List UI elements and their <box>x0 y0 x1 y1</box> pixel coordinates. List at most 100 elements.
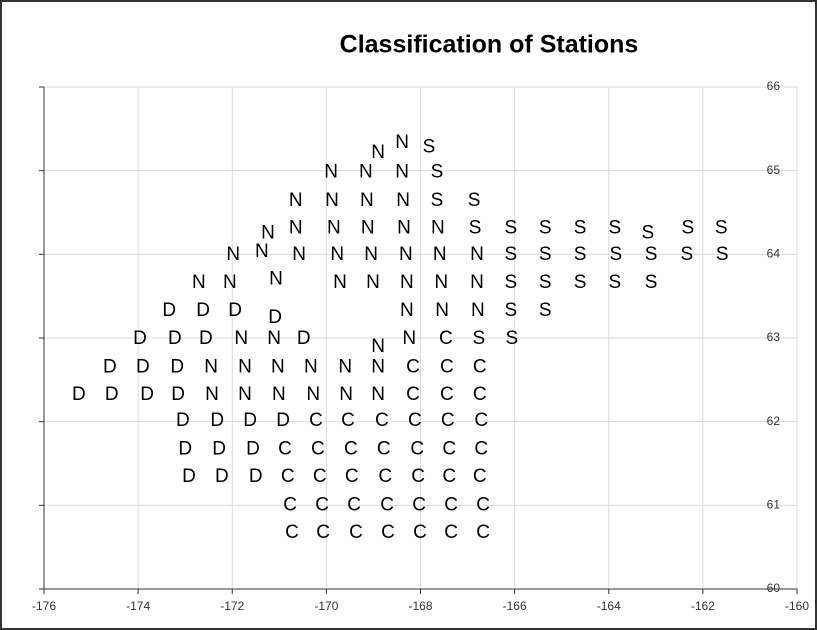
x-tick-label: -166 <box>503 599 527 613</box>
station-marker: N <box>396 190 410 211</box>
station-marker: N <box>289 217 303 238</box>
station-marker: N <box>271 356 285 377</box>
x-tick-label: -172 <box>220 599 244 613</box>
station-marker: S <box>609 272 622 293</box>
station-marker: S <box>505 328 518 349</box>
station-marker: N <box>470 244 484 265</box>
station-marker: C <box>406 356 420 377</box>
station-marker: N <box>327 217 341 238</box>
station-marker: C <box>285 522 299 543</box>
station-marker: N <box>304 356 318 377</box>
station-marker: N <box>431 217 445 238</box>
station-marker: D <box>243 410 257 431</box>
station-marker: D <box>182 466 196 487</box>
station-marker: D <box>276 410 290 431</box>
station-marker: N <box>325 190 339 211</box>
station-marker: C <box>278 438 292 459</box>
station-marker: S <box>645 244 658 265</box>
x-tick-label: -162 <box>691 599 715 613</box>
station-marker: N <box>471 300 485 321</box>
y-tick-label: 66 <box>767 79 781 93</box>
station-marker: C <box>347 494 361 515</box>
station-marker: C <box>474 410 488 431</box>
station-marker: N <box>255 241 269 262</box>
station-marker: N <box>434 272 448 293</box>
station-marker: C <box>439 328 453 349</box>
station-marker: D <box>228 300 242 321</box>
station-marker: D <box>246 438 260 459</box>
station-marker: N <box>361 217 375 238</box>
station-marker: N <box>402 328 416 349</box>
station-marker: C <box>476 494 490 515</box>
station-marker: S <box>715 217 728 238</box>
station-marker: D <box>162 300 176 321</box>
station-marker: D <box>199 328 213 349</box>
station-marker: C <box>442 438 456 459</box>
station-marker: C <box>413 522 427 543</box>
station-marker: S <box>609 217 622 238</box>
station-marker: N <box>371 356 385 377</box>
station-marker: N <box>366 272 380 293</box>
station-marker: S <box>574 217 587 238</box>
station-marker: N <box>261 222 275 243</box>
station-marker: C <box>473 356 487 377</box>
station-marker: N <box>289 190 303 211</box>
station-marker: N <box>238 384 252 405</box>
station-marker: S <box>539 272 552 293</box>
x-tick-label: -164 <box>597 599 621 613</box>
station-marker: S <box>539 300 552 321</box>
station-marker: N <box>272 384 286 405</box>
station-marker: C <box>349 522 363 543</box>
station-marker: C <box>283 494 297 515</box>
station-marker: C <box>476 522 490 543</box>
station-marker: N <box>292 244 306 265</box>
station-marker: D <box>212 438 226 459</box>
station-marker: N <box>364 244 378 265</box>
station-marker: S <box>469 217 482 238</box>
station-marker: C <box>441 410 455 431</box>
station-marker: D <box>133 328 147 349</box>
station-marker: N <box>360 190 374 211</box>
station-marker: N <box>330 244 344 265</box>
x-tick-label: -170 <box>314 599 338 613</box>
station-marker: S <box>645 272 658 293</box>
station-marker: D <box>215 466 229 487</box>
station-marker: C <box>406 384 420 405</box>
x-tick-label: -160 <box>785 599 809 613</box>
station-marker: S <box>641 222 654 243</box>
y-tick-label: 64 <box>767 247 781 261</box>
station-marker: N <box>226 244 240 265</box>
station-marker: D <box>196 300 210 321</box>
station-marker: C <box>345 466 359 487</box>
station-marker: C <box>440 384 454 405</box>
station-marker: N <box>192 272 206 293</box>
y-tick-label: 65 <box>767 163 781 177</box>
station-marker: C <box>380 494 394 515</box>
station-marker: N <box>400 272 414 293</box>
station-marker: N <box>371 384 385 405</box>
station-marker: C <box>313 466 327 487</box>
station-marker: N <box>234 328 248 349</box>
station-marker: S <box>681 244 694 265</box>
station-marker: D <box>249 466 263 487</box>
x-tick-label: -168 <box>408 599 432 613</box>
station-marker: N <box>399 244 413 265</box>
station-marker: S <box>468 190 481 211</box>
station-marker: C <box>344 438 358 459</box>
station-marker: N <box>400 300 414 321</box>
station-marker: C <box>378 466 392 487</box>
station-marker: C <box>408 410 422 431</box>
station-marker: D <box>176 410 190 431</box>
station-marker: S <box>505 272 518 293</box>
station-marker: S <box>716 244 729 265</box>
station-marker: C <box>309 410 323 431</box>
station-marker: C <box>411 466 425 487</box>
y-tick-label: 62 <box>767 414 781 428</box>
station-marker: N <box>395 161 409 182</box>
station-marker: C <box>311 438 325 459</box>
station-marker: N <box>339 384 353 405</box>
station-marker: C <box>444 494 458 515</box>
station-marker: C <box>444 522 458 543</box>
station-marker: C <box>474 438 488 459</box>
